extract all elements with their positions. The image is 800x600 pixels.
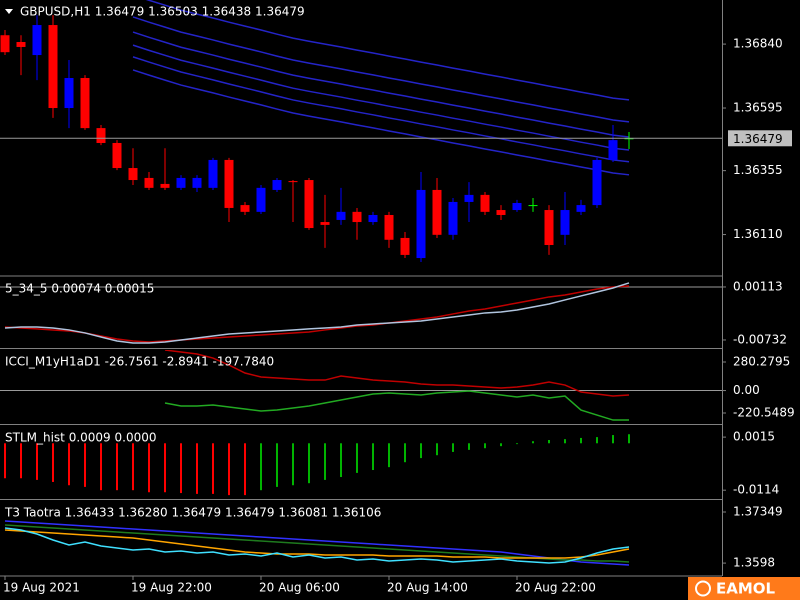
logo-text: EAMOL: [716, 580, 776, 598]
candle-body: [64, 78, 74, 109]
pane: [0, 282, 722, 344]
indicator-line: [4, 285, 630, 343]
pane-title: STLM_hist 0.0009 0.0000: [5, 431, 157, 445]
logo-icon: [695, 580, 711, 597]
envelope-line: [132, 69, 630, 176]
pane-title: GBPUSD,H1 1.36479 1.36503 1.36438 1.3647…: [20, 5, 305, 19]
x-tick-label: 20 Aug 14:00: [387, 581, 468, 595]
x-tick-label: 20 Aug 06:00: [259, 581, 340, 595]
candle-body: [224, 159, 234, 208]
envelope-line: [132, 56, 630, 163]
candle-body: [592, 159, 602, 206]
candle-body: [464, 194, 474, 202]
candle-body: [192, 177, 202, 188]
candle-body: [400, 237, 410, 255]
candle-body: [560, 210, 570, 235]
indicator-line: [4, 520, 630, 566]
candle-body: [272, 180, 282, 190]
candle-body: [32, 25, 42, 56]
candle-body: [176, 177, 186, 188]
candle-body: [608, 140, 618, 160]
y-tick-label: 1.36840: [733, 37, 783, 51]
y-tick-label: 1.37349: [733, 505, 783, 519]
candle-body: [480, 194, 490, 212]
y-tick-label: -0.00732: [733, 332, 787, 346]
y-tick-label: 1.36355: [733, 163, 783, 177]
candle-body: [352, 211, 362, 223]
logo-background: [688, 577, 800, 600]
y-tick-label: 0.00: [733, 383, 760, 397]
candle-body: [160, 183, 170, 188]
y-tick-label: 1.36595: [733, 101, 783, 115]
y-tick-label: 0.0015: [733, 430, 775, 444]
pane-title: T3 Taotra 1.36433 1.36280 1.36479 1.3647…: [4, 506, 381, 520]
pane-title: 5_34_5 0.00074 0.00015: [5, 282, 154, 296]
pane-title: ICCI_M1yH1aD1 -26.7561 -2.8941 -197.7840: [5, 355, 274, 369]
y-tick-label: 280.2795: [733, 354, 790, 368]
indicator-line: [4, 527, 630, 564]
candle-body: [528, 205, 538, 207]
candle-body: [576, 205, 586, 212]
candle-body: [544, 210, 554, 245]
candle-body: [496, 210, 506, 215]
envelope-line: [132, 31, 630, 138]
candle-body: [16, 42, 26, 47]
x-tick-label: 19 Aug 2021: [3, 581, 80, 595]
symbol-menu-arrow[interactable]: [5, 9, 13, 14]
indicator-line: [4, 529, 630, 559]
y-tick-label: -0.0114: [733, 483, 779, 497]
envelope-line: [132, 44, 630, 151]
candle-body: [512, 202, 522, 211]
candle-body: [96, 128, 106, 143]
pane: [0, 350, 722, 421]
candle-body: [208, 159, 218, 188]
current-price-label: 1.36479: [733, 132, 783, 146]
indicator-line: [164, 350, 630, 397]
candle-body: [48, 25, 58, 109]
candle-body: [416, 189, 426, 259]
pane: [4, 434, 630, 496]
candle-body: [144, 177, 154, 188]
candle-body: [0, 35, 10, 53]
candle-body: [80, 78, 90, 129]
candle-body: [368, 214, 378, 223]
pane: [4, 520, 630, 566]
candle-body: [384, 214, 394, 240]
y-tick-label: -220.5489: [733, 406, 795, 420]
envelope-line: [145, 0, 630, 101]
candle-body: [448, 201, 458, 235]
candle-body: [128, 168, 138, 181]
current-price-box: [728, 130, 792, 147]
x-tick-label: 19 Aug 22:00: [131, 581, 212, 595]
candle-body: [304, 180, 314, 229]
candle-body: [336, 211, 346, 220]
candle-body: [432, 189, 442, 235]
y-tick-label: 1.36110: [733, 227, 783, 241]
y-tick-label: 1.3598: [733, 556, 775, 570]
candle-body: [288, 181, 298, 183]
x-tick-label: 20 Aug 22:00: [515, 581, 596, 595]
pane: [0, 0, 634, 262]
logo: EAMOL: [688, 577, 800, 600]
candle-body: [240, 205, 250, 212]
candle-body: [256, 187, 266, 212]
y-tick-label: 0.00113: [733, 279, 783, 293]
indicator-line: [164, 390, 629, 421]
indicator-line: [4, 282, 630, 344]
envelope-line: [132, 16, 630, 123]
candle-body: [112, 142, 122, 169]
candle-body: [320, 222, 330, 225]
